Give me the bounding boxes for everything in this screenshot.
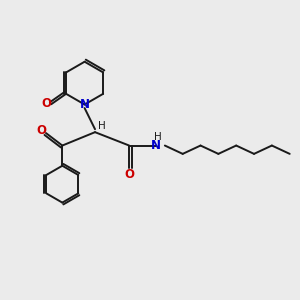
Text: O: O: [36, 124, 46, 137]
Text: O: O: [124, 168, 134, 181]
Text: H: H: [98, 121, 105, 130]
Text: N: N: [151, 139, 161, 152]
Text: N: N: [80, 98, 90, 111]
Text: H: H: [154, 132, 161, 142]
Text: O: O: [41, 97, 51, 110]
